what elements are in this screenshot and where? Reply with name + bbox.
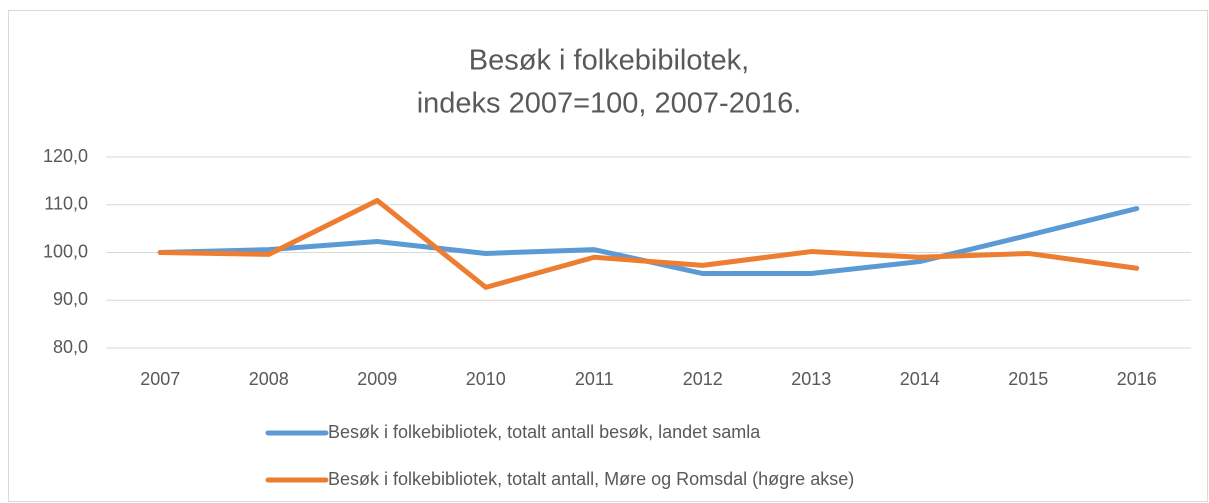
chart-title: Besøk i folkebibilotek, <box>469 45 749 77</box>
x-tick-label: 2012 <box>683 369 723 389</box>
legend-label: Besøk i folkebibliotek, totalt antall be… <box>328 422 761 442</box>
x-tick-label: 2008 <box>249 369 289 389</box>
series-line <box>157 197 1140 290</box>
x-tick-label: 2011 <box>575 369 614 389</box>
x-tick-label: 2007 <box>140 369 180 389</box>
x-tick-label: 2016 <box>1117 369 1157 389</box>
x-tick-label: 2010 <box>466 369 506 389</box>
legend-label: Besøk i folkebibliotek, totalt antall, M… <box>328 469 854 489</box>
x-tick-label: 2013 <box>791 369 831 389</box>
x-tick-label: 2009 <box>357 369 397 389</box>
chart-subtitle: indeks 2007=100, 2007-2016. <box>417 88 802 120</box>
y-tick-label: 80,0 <box>53 337 88 357</box>
y-tick-label: 120,0 <box>43 146 88 166</box>
x-tick-label: 2014 <box>900 369 940 389</box>
x-tick-label: 2015 <box>1008 369 1048 389</box>
y-tick-label: 110,0 <box>44 194 88 214</box>
y-tick-label: 100,0 <box>43 241 88 261</box>
y-tick-label: 90,0 <box>53 289 88 309</box>
